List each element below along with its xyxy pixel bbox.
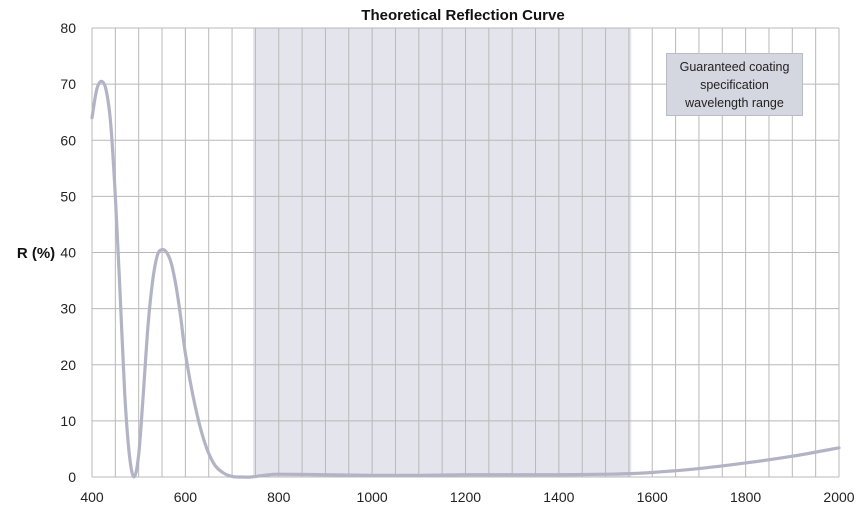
- y-tick-label: 20: [60, 357, 76, 373]
- x-tick-label: 1600: [637, 489, 668, 505]
- x-tick-label: 1400: [543, 489, 574, 505]
- y-tick-label: 60: [60, 132, 76, 148]
- x-tick-label: 800: [267, 489, 291, 505]
- y-tick-label: 10: [60, 413, 76, 429]
- x-tick-label: 400: [80, 489, 104, 505]
- x-tick-label: 1200: [450, 489, 481, 505]
- annotation-text: Guaranteed coating specification wavelen…: [679, 59, 790, 110]
- chart-title: Theoretical Reflection Curve: [361, 7, 564, 24]
- y-tick-label: 50: [60, 188, 76, 204]
- reflection-curve-line: [90, 79, 841, 479]
- x-tick-label: 1800: [730, 489, 761, 505]
- x-tick-label: 600: [174, 489, 198, 505]
- y-tick-label: 80: [60, 20, 76, 36]
- x-tick-label: 2000: [823, 489, 854, 505]
- y-tick-label: 40: [60, 245, 76, 261]
- y-tick-label: 70: [60, 76, 76, 92]
- coating-range-annotation: Guaranteed coating specification wavelen…: [666, 53, 803, 116]
- y-axis-label: R (%): [17, 245, 55, 262]
- y-tick-label: 0: [68, 469, 76, 485]
- x-tick-label: 1000: [357, 489, 388, 505]
- y-tick-label: 30: [60, 301, 76, 317]
